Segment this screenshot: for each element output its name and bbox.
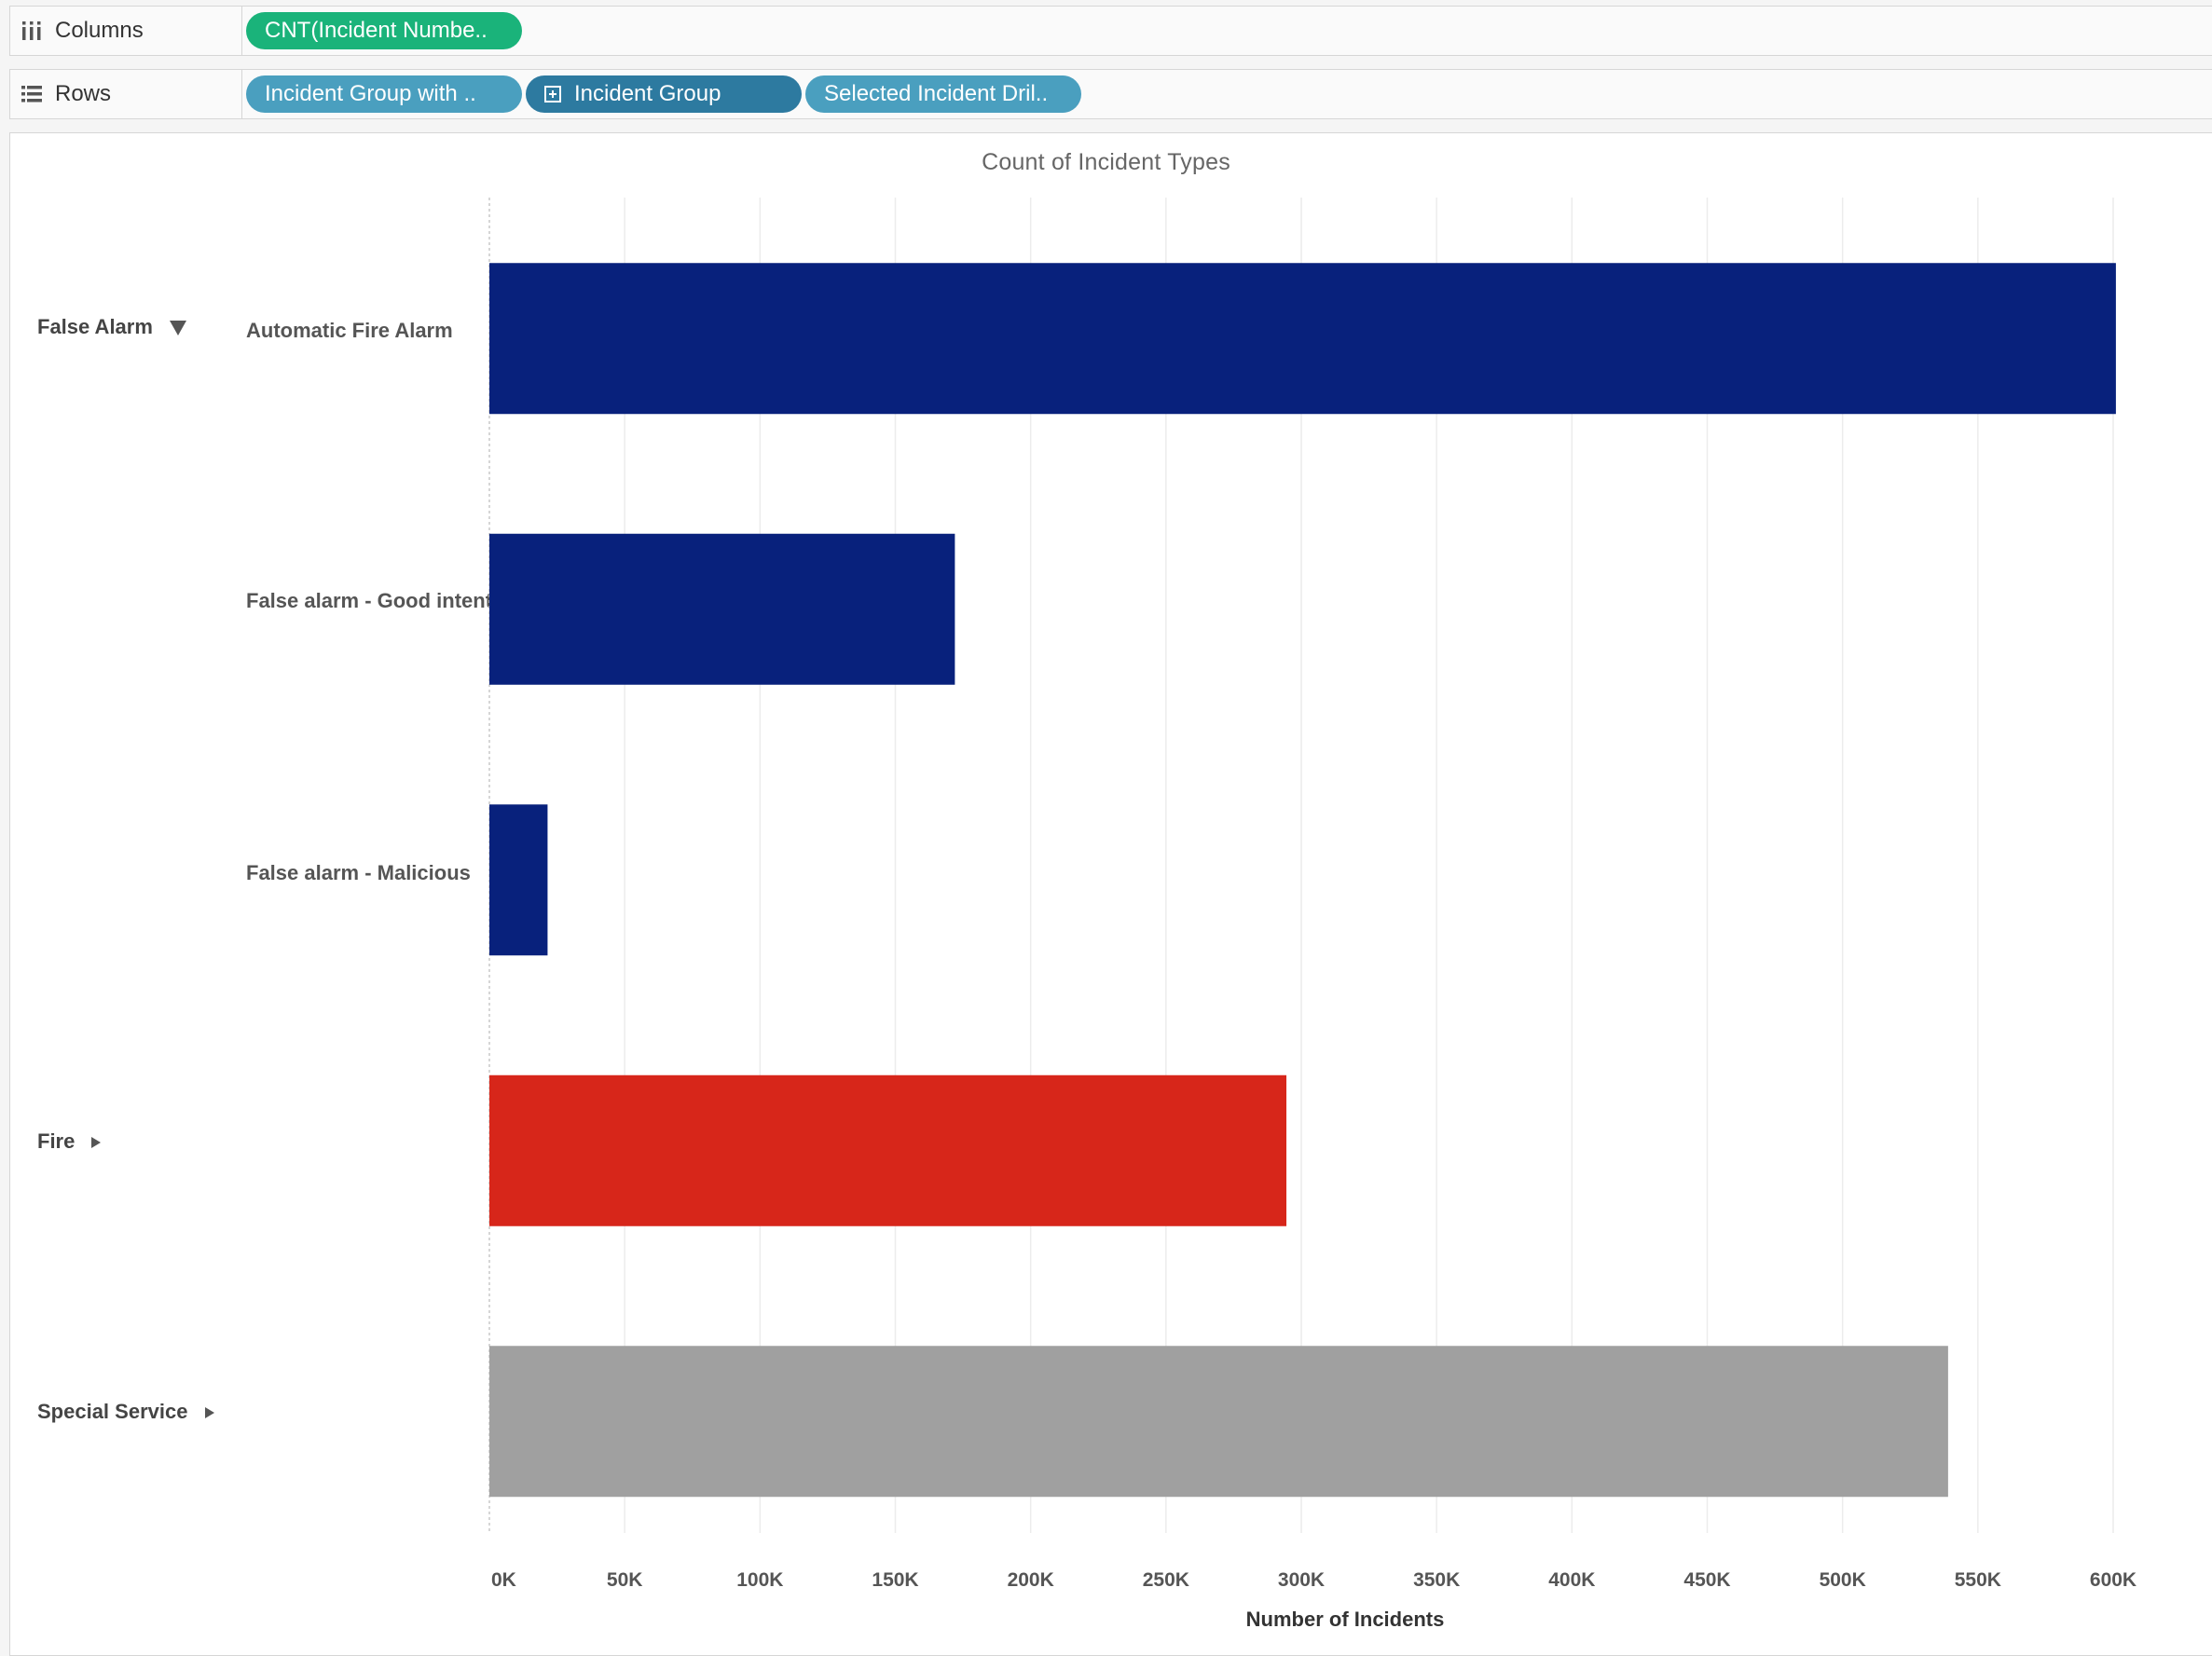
rows-shelf-label: Rows: [10, 70, 242, 118]
x-tick-label: 100K: [736, 1569, 783, 1591]
x-tick-label: 400K: [1548, 1569, 1595, 1591]
bar[interactable]: [489, 263, 2116, 415]
x-tick-label: 150K: [872, 1569, 918, 1591]
group-label-special-service: Special Service: [37, 1400, 188, 1423]
bar[interactable]: [489, 1346, 1948, 1498]
rows-icon: [20, 82, 44, 106]
collapse-arrow-icon[interactable]: [170, 321, 187, 336]
bar[interactable]: [489, 1074, 1287, 1226]
x-tick-label: 600K: [2090, 1569, 2136, 1591]
x-axis-label: Number of Incidents: [1246, 1608, 1445, 1631]
x-tick-label: 550K: [1955, 1569, 2001, 1591]
x-tick-label: 500K: [1820, 1569, 1866, 1591]
pill-selected-incident-drill[interactable]: Selected Incident Dril..: [805, 75, 1081, 113]
x-tick-label: 250K: [1143, 1569, 1189, 1591]
x-tick-label: 300K: [1278, 1569, 1325, 1591]
columns-label-text: Columns: [55, 18, 144, 43]
pill-incident-group-text: Incident Group: [574, 81, 721, 106]
x-axis-ticks: 0K 50K 100K 150K 200K 250K 300K 350K 400K 450K 500…: [491, 1569, 2136, 1591]
row-header-false-alarm-malicious: False alarm - Malicious: [246, 861, 471, 884]
pill-incident-group-with[interactable]: Incident Group with ..: [246, 75, 522, 113]
rows-shelf[interactable]: Rows Incident Group with .. Incident Gro…: [9, 69, 2212, 119]
x-tick-label: 350K: [1413, 1569, 1460, 1591]
pill-cnt-incident-number[interactable]: CNT(Incident Numbe..: [246, 12, 522, 49]
columns-shelf[interactable]: Columns CNT(Incident Numbe..: [9, 6, 2212, 56]
pill-incident-group[interactable]: Incident Group: [526, 75, 802, 113]
group-header-special-service[interactable]: Special Service: [37, 1400, 214, 1424]
x-tick-label: 0K: [491, 1569, 516, 1591]
expand-arrow-icon[interactable]: [91, 1137, 102, 1149]
x-tick-label: 50K: [607, 1569, 643, 1591]
row-header-automatic-fire-alarm: Automatic Fire Alarm: [246, 319, 453, 342]
expand-arrow-icon[interactable]: [204, 1407, 214, 1419]
columns-icon: [20, 19, 44, 43]
bar[interactable]: [489, 533, 955, 685]
group-header-false-alarm[interactable]: False Alarm: [37, 315, 187, 339]
x-tick-label: 200K: [1008, 1569, 1054, 1591]
rows-label-text: Rows: [55, 81, 112, 106]
group-label-fire: Fire: [37, 1129, 76, 1153]
bars: [489, 263, 2116, 1498]
expand-plus-icon[interactable]: [544, 86, 561, 103]
bar[interactable]: [489, 804, 548, 956]
group-header-fire[interactable]: Fire: [37, 1129, 102, 1154]
group-label-false-alarm: False Alarm: [37, 315, 153, 338]
chart-title: Count of Incident Types: [982, 149, 1230, 175]
columns-shelf-label: Columns: [10, 7, 242, 55]
row-header-false-alarm-good-intent: False alarm - Good intent: [246, 589, 493, 612]
x-tick-label: 450K: [1683, 1569, 1730, 1591]
